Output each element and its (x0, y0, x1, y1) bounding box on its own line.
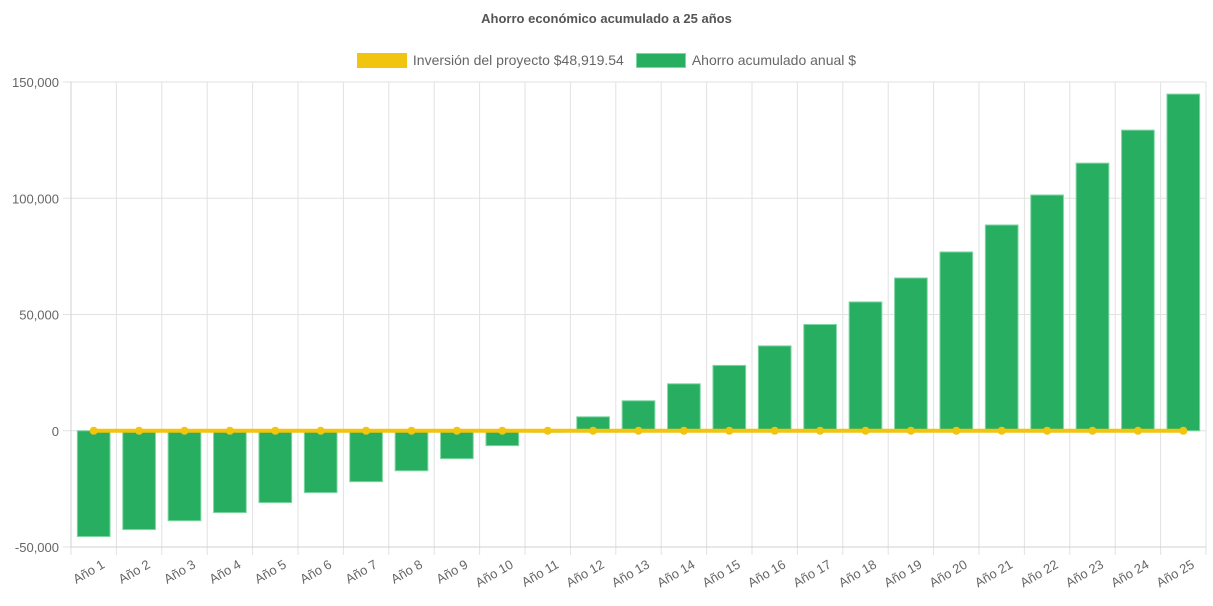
line-point (271, 426, 280, 435)
legend-swatch-investment (356, 52, 407, 68)
chart-title: Ahorro económico acumulado a 25 años (481, 11, 732, 26)
line-point (634, 426, 643, 435)
line-point (362, 426, 371, 435)
bar (712, 364, 747, 432)
x-tick-label: Año 12 (563, 557, 606, 591)
x-tick-label: Año 20 (927, 557, 970, 591)
bar (894, 277, 928, 432)
x-tick-label: Año 7 (343, 557, 380, 587)
bar (394, 430, 429, 472)
line-point (407, 426, 416, 435)
y-tick-label: -50,000 (15, 540, 59, 555)
line-point (1133, 426, 1142, 435)
x-tick-label: Año 15 (700, 557, 743, 591)
bar (76, 430, 111, 538)
bar (167, 430, 202, 522)
legend-label-savings: Ahorro acumulado anual $ (691, 52, 857, 68)
x-tick-label: Año 5 (252, 557, 289, 587)
legend-label-investment: Inversión del proyecto $48,919.54 (412, 52, 624, 68)
x-tick-label: Año 11 (519, 557, 561, 590)
x-tick-label: Año 6 (297, 557, 334, 587)
x-tick-label: Año 4 (206, 557, 243, 587)
line-point (180, 426, 189, 435)
bar (349, 430, 383, 483)
x-tick-label: Año 10 (473, 557, 516, 591)
legend-item-savings[interactable]: Ahorro acumulado anual $ (635, 52, 857, 68)
line-point (952, 426, 961, 435)
x-tick-label: Año 25 (1154, 557, 1197, 591)
bar (1030, 194, 1064, 432)
bar (1166, 93, 1201, 432)
line-point (861, 426, 870, 435)
line-point (725, 426, 734, 435)
legend-item-investment[interactable]: Inversión del proyecto $48,919.54 (356, 52, 624, 68)
x-tick-label: Año 14 (654, 557, 697, 591)
bar (939, 251, 974, 432)
line-point (1179, 426, 1188, 435)
bar (122, 430, 156, 531)
legend-swatch-savings (635, 52, 686, 68)
x-tick-label: Año 24 (1108, 557, 1151, 591)
bar (1075, 162, 1110, 432)
line-point (1043, 426, 1052, 435)
x-tick-label: Año 18 (836, 557, 879, 591)
bar (667, 383, 701, 432)
x-tick-label: Año 1 (70, 557, 107, 587)
x-tick-label: Año 8 (388, 557, 425, 587)
x-tick-label: Año 19 (881, 557, 924, 591)
line-point (906, 426, 915, 435)
bar (303, 430, 338, 494)
y-tick-label: 100,000 (12, 191, 59, 206)
bar (1121, 129, 1155, 432)
bar (984, 224, 1019, 432)
y-tick-label: 50,000 (19, 308, 59, 323)
y-tick-label: 0 (52, 424, 59, 439)
line-series (89, 426, 1188, 435)
x-tick-label: Año 22 (1017, 557, 1060, 591)
y-axis: -50,000 0 50,000 100,000 150,000 (12, 75, 59, 555)
x-tick-label: Año 9 (433, 557, 470, 587)
bar (757, 345, 792, 432)
x-tick-label: Año 17 (790, 557, 833, 591)
x-tick-label: Año 16 (745, 557, 788, 591)
line-point (679, 426, 688, 435)
x-tick-label: Año 23 (1063, 557, 1106, 591)
line-point (225, 426, 234, 435)
x-tick-label: Año 21 (972, 557, 1015, 591)
bar (621, 400, 656, 432)
bar (803, 323, 837, 432)
line-point (316, 426, 325, 435)
line-point (135, 426, 144, 435)
bar (848, 301, 883, 432)
line-point (543, 426, 552, 435)
bar (213, 430, 247, 514)
y-tick-label: 150,000 (12, 75, 59, 90)
line-point (498, 426, 507, 435)
line-point (816, 426, 825, 435)
line-point (589, 426, 598, 435)
x-tick-label: Año 2 (116, 557, 153, 587)
line-point (89, 426, 98, 435)
legend: Inversión del proyecto $48,919.54 Ahorro… (0, 52, 1213, 68)
bars (76, 93, 1201, 538)
x-axis: Año 1 Año 2 Año 3 Año 4 Año 5 Año 6 Año 7 Año 8… (70, 557, 1197, 591)
x-tick-label: Año 13 (609, 557, 652, 591)
x-tick-label: Año 3 (161, 557, 198, 587)
line-point (997, 426, 1006, 435)
bar (258, 430, 293, 504)
line-point (770, 426, 779, 435)
line-point (1088, 426, 1097, 435)
line-point (452, 426, 461, 435)
bar (440, 430, 474, 460)
